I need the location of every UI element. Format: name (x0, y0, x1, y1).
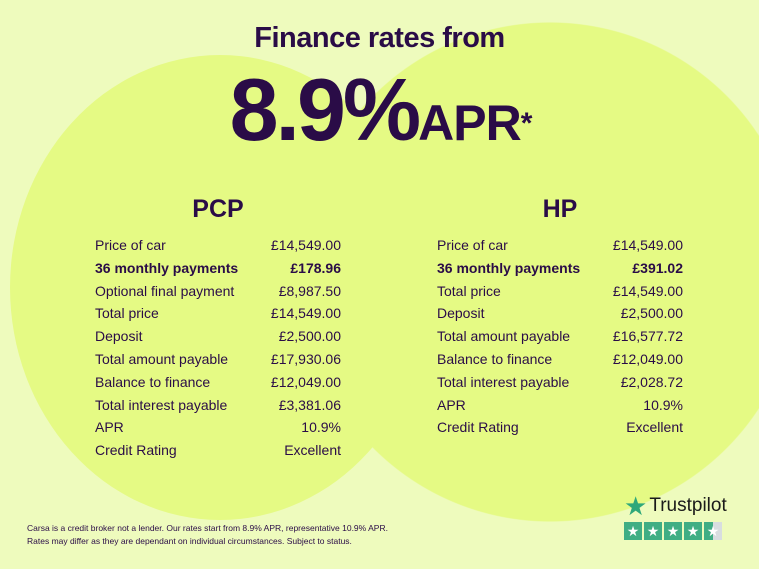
row-value: £14,549.00 (612, 282, 683, 299)
rate-headline: 8.9%APR* (0, 62, 759, 171)
row-value: £12,049.00 (270, 373, 341, 390)
pcp-title: PCP (192, 195, 244, 223)
rate-value: 8.9% (229, 60, 422, 159)
rating-star-icon: ★ (664, 522, 682, 540)
rating-star-icon: ★ (684, 522, 702, 540)
trustpilot-logo: ★ Trustpilot (624, 491, 727, 521)
hp-rows: Price of car £14,549.00 36 monthly payment… (437, 234, 683, 439)
table-row: Price of car £14,549.00 (437, 234, 683, 257)
row-label: Total interest payable (437, 373, 570, 390)
row-value: Excellent (626, 419, 683, 436)
table-row: APR 10.9% (437, 394, 683, 417)
table-row: Deposit £2,500.00 (95, 325, 341, 348)
rating-star-icon: ★ (644, 522, 662, 540)
row-label: Deposit (95, 328, 143, 345)
disclaimer: Carsa is a credit broker not a lender. O… (27, 522, 388, 548)
table-row: Total amount payable £17,930.06 (95, 348, 341, 371)
row-value: £2,500.00 (278, 328, 341, 345)
headline: Finance rates from (254, 22, 505, 54)
row-value: £3,381.06 (278, 396, 341, 413)
apr-label: APR (418, 95, 522, 151)
table-row: Credit Rating Excellent (95, 439, 341, 462)
pcp-rows: Price of car £14,549.00 36 monthly payment… (95, 234, 341, 462)
row-label: APR (95, 419, 124, 436)
row-value: £17,930.06 (270, 350, 341, 367)
row-label: Credit Rating (437, 419, 519, 436)
hp-panel: HP Price of car £14,549.00 36 monthly paym… (437, 195, 683, 439)
trustpilot-star-icon: ★ (624, 491, 648, 521)
table-row: Total price £14,549.00 (437, 280, 683, 303)
row-value: 10.9% (301, 419, 341, 436)
row-label: Balance to finance (95, 373, 211, 390)
disclaimer-line-2: Rates may differ as they are dependant o… (27, 536, 352, 546)
pcp-panel: PCP Price of car £14,549.00 36 monthly pay… (95, 195, 341, 462)
table-row: Price of car £14,549.00 (95, 234, 341, 257)
rating-star-icon: ★ (624, 522, 642, 540)
row-label: Price of car (95, 237, 166, 253)
row-label: Total amount payable (437, 328, 571, 345)
row-label: Total price (437, 282, 501, 299)
row-label: 36 monthly payments (95, 259, 239, 276)
row-label: Balance to finance (437, 350, 553, 367)
table-row: Balance to finance £12,049.00 (95, 371, 341, 394)
row-label: Credit Rating (95, 442, 177, 459)
table-row: Deposit £2,500.00 (437, 302, 683, 325)
row-label: Total interest payable (95, 396, 228, 413)
row-value: £391.02 (632, 259, 683, 276)
row-label: Total amount payable (95, 350, 229, 367)
disclaimer-line-1: Carsa is a credit broker not a lender. O… (27, 523, 388, 533)
table-row: Total interest payable £3,381.06 (95, 394, 341, 417)
row-value: 10.9% (643, 396, 683, 413)
table-row: 36 monthly payments £178.96 (95, 257, 341, 280)
row-label: Optional final payment (95, 282, 235, 299)
table-row: Total price £14,549.00 (95, 302, 341, 325)
row-value: £12,049.00 (612, 350, 683, 367)
table-row: Balance to finance £12,049.00 (437, 348, 683, 371)
row-value: £14,549.00 (612, 237, 683, 253)
row-value: Excellent (284, 442, 341, 459)
table-row: Optional final payment £8,987.50 (95, 280, 341, 303)
table-row: Credit Rating Excellent (437, 416, 683, 439)
row-value: £178.96 (290, 259, 341, 276)
table-row: APR 10.9% (95, 416, 341, 439)
row-label: Total price (95, 305, 159, 322)
row-label: Price of car (437, 237, 508, 253)
row-value: £14,549.00 (270, 305, 341, 322)
row-value: £16,577.72 (612, 328, 683, 345)
row-value: £14,549.00 (270, 237, 341, 253)
row-value: £2,500.00 (620, 305, 683, 322)
row-label: 36 monthly payments (437, 259, 581, 276)
background-circle-left (10, 55, 430, 520)
row-value: £8,987.50 (278, 282, 341, 299)
hp-title: HP (542, 195, 578, 223)
row-label: APR (437, 396, 466, 413)
row-label: Deposit (437, 305, 485, 322)
rating-star-icon: ★ (704, 522, 722, 540)
table-row: 36 monthly payments £391.02 (437, 257, 683, 280)
table-row: Total amount payable £16,577.72 (437, 325, 683, 348)
trustpilot-name: Trustpilot (649, 495, 727, 516)
trustpilot-rating: ★ ★ ★ ★ ★ (624, 522, 727, 540)
asterisk: * (520, 107, 533, 140)
row-value: £2,028.72 (620, 373, 683, 390)
table-row: Total interest payable £2,028.72 (437, 371, 683, 394)
trustpilot-badge[interactable]: ★ Trustpilot ★ ★ ★ ★ ★ (624, 491, 727, 540)
